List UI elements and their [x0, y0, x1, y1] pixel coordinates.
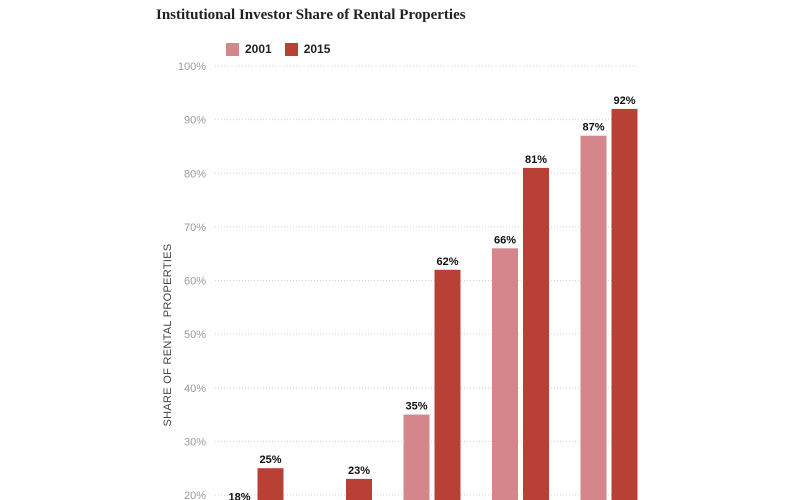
y-axis-ticks: 20% 30% 40% 50% 60% 70% 80% 90% 100% [178, 61, 206, 500]
bar-value-label: 18% [228, 492, 250, 500]
bars [257, 108, 638, 500]
bar-2001 [492, 248, 518, 500]
bar-2015 [611, 108, 638, 500]
value-labels: 18% 25% 23% 35% 62% 66% 81% 87% 92% [228, 95, 635, 500]
bar-value-label: 35% [405, 401, 427, 413]
legend-item-2001: 2001 [226, 42, 272, 56]
bar-2015 [523, 167, 549, 500]
bar-value-label: 81% [525, 154, 547, 166]
y-tick-label: 50% [184, 329, 206, 341]
y-tick-label: 40% [184, 383, 206, 395]
legend-label-2001: 2001 [245, 42, 272, 56]
bar-value-label: 66% [494, 234, 516, 246]
y-tick-label: 90% [184, 115, 206, 127]
bar-2015 [346, 478, 372, 500]
y-tick-label: 70% [184, 222, 206, 234]
bar-2001 [403, 414, 430, 500]
y-tick-label: 100% [178, 61, 206, 73]
bar-2001 [580, 135, 607, 500]
legend-label-2015: 2015 [303, 42, 331, 56]
chart-title: Institutional Investor Share of Rental P… [156, 7, 466, 23]
bar-value-label: 23% [348, 465, 370, 477]
bar-value-label: 87% [582, 122, 604, 134]
y-tick-label: 20% [184, 490, 206, 500]
y-axis-title: SHARE OF RENTAL PROPERTIES [162, 243, 174, 426]
legend-swatch-2001 [226, 42, 239, 56]
bar-2015 [434, 269, 461, 500]
y-tick-label: 60% [184, 276, 206, 288]
bar-value-label: 92% [613, 95, 635, 107]
bar-value-label: 62% [436, 256, 458, 268]
bar-value-label: 25% [259, 454, 281, 466]
bar-2015 [257, 468, 284, 500]
y-tick-label: 80% [184, 168, 206, 180]
chart-legend: 2001 2015 [226, 42, 343, 56]
y-tick-label: 30% [184, 436, 206, 448]
legend-item-2015: 2015 [284, 42, 331, 56]
legend-swatch-2015 [284, 42, 298, 56]
